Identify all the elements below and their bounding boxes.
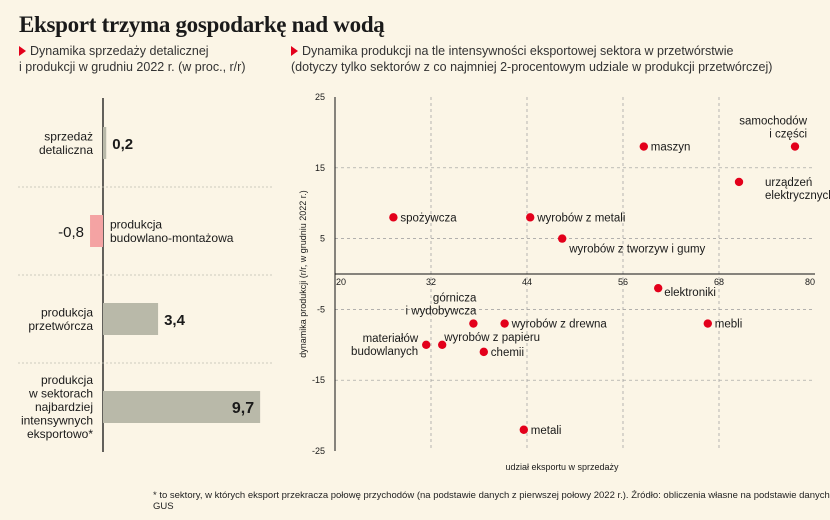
scatter-point-label: metali bbox=[531, 425, 562, 437]
scatter-x-tick-label: 32 bbox=[426, 277, 436, 287]
bar-category-label: produkcja budowlano-montażowa bbox=[110, 217, 234, 245]
scatter-x-tick-label: 44 bbox=[522, 277, 532, 287]
scatter-point-label: urządzeń elektrycznych bbox=[765, 177, 830, 202]
right-subtitle-line-1: Dynamika produkcji na tle intensywności … bbox=[302, 44, 734, 58]
bar-value-label: 9,7 bbox=[232, 400, 254, 417]
right-subtitle-line-2: (dotyczy tylko sektorów z co najmniej 2-… bbox=[291, 60, 773, 74]
scatter-y-tick-label: -5 bbox=[317, 304, 325, 314]
left-subtitle-line-1: Dynamika sprzedaży detalicznej bbox=[30, 44, 209, 58]
bar-0 bbox=[103, 127, 107, 159]
scatter-point bbox=[422, 340, 431, 349]
scatter-point bbox=[790, 142, 800, 151]
scatter-point bbox=[500, 319, 509, 328]
bar-1 bbox=[90, 215, 103, 247]
bar-category-label: produkcja w sektorach najbardziej intensywn… bbox=[21, 373, 93, 441]
scatter-point-label: górnicza i wydobywcza bbox=[405, 293, 477, 318]
scatter-point-label: materiałów budowlanych bbox=[351, 333, 419, 358]
bar-value-label: 3,4 bbox=[164, 312, 186, 329]
scatter-y-tick-label: 5 bbox=[320, 234, 325, 244]
scatter-y-axis-title: dynamika produkcji (r/r, w grudniu 2022 … bbox=[298, 190, 308, 358]
scatter-point bbox=[703, 319, 712, 328]
right-subtitle: Dynamika produkcji na tle intensywności … bbox=[291, 43, 772, 75]
scatter-point-label: spożywcza bbox=[400, 212, 457, 224]
scatter-point-label: wyrobów z metali bbox=[536, 212, 625, 224]
scatter-point bbox=[654, 283, 663, 293]
scatter-point bbox=[526, 213, 535, 222]
triangle-marker-icon bbox=[19, 46, 26, 56]
left-subtitle: Dynamika sprzedaży detalicznej i produkc… bbox=[19, 43, 245, 75]
scatter-point bbox=[389, 213, 398, 222]
bar-category-label: sprzedaż detaliczna bbox=[39, 129, 93, 157]
scatter-point-label: wyrobów z drewna bbox=[511, 319, 608, 331]
scatter-point bbox=[558, 234, 567, 243]
bar-value-label: 0,2 bbox=[112, 136, 133, 153]
scatter-point bbox=[734, 177, 744, 187]
scatter-y-tick-label: 25 bbox=[315, 92, 325, 102]
scatter-point-label: chemii bbox=[491, 347, 524, 359]
footnote: * to sektory, w których eksport przekrac… bbox=[153, 490, 830, 512]
scatter-x-tick-label: 80 bbox=[805, 277, 815, 287]
scatter-y-tick-label: -15 bbox=[312, 375, 325, 385]
scatter-point-label: mebli bbox=[715, 319, 742, 331]
scatter-x-tick-label: 20 bbox=[336, 277, 346, 287]
page-title: Eksport trzyma gospodarkę nad wodą bbox=[19, 12, 385, 37]
triangle-marker-icon bbox=[291, 46, 298, 56]
bar-2 bbox=[103, 303, 159, 335]
scatter-point bbox=[438, 340, 447, 349]
scatter-y-tick-label: -25 bbox=[312, 446, 325, 456]
scatter-point-label: elektroniki bbox=[664, 287, 716, 299]
scatter-x-tick-label: 68 bbox=[714, 277, 724, 287]
bar-value-label: -0,8 bbox=[58, 224, 84, 241]
scatter-point-label: samochodów i części bbox=[739, 116, 807, 141]
scatter-point-label: wyrobów z papieru bbox=[443, 332, 540, 344]
scatter-point bbox=[469, 319, 478, 328]
scatter-point bbox=[519, 425, 528, 434]
scatter-point bbox=[639, 142, 648, 151]
scatter-x-tick-label: 56 bbox=[618, 277, 628, 287]
left-subtitle-line-2: i produkcji w grudniu 2022 r. (w proc., … bbox=[19, 60, 246, 74]
scatter-y-tick-label: 15 bbox=[315, 163, 325, 173]
scatter-x-axis-title: udział eksportu w sprzedaży bbox=[505, 462, 619, 472]
scatter-point bbox=[479, 347, 488, 357]
bar-3 bbox=[103, 391, 261, 423]
bar-category-label: produkcja przetwórcza bbox=[28, 305, 93, 333]
scatter-point-label: wyrobów z tworzyw i gumy bbox=[568, 244, 705, 256]
scatter-point-label: maszyn bbox=[651, 142, 691, 154]
